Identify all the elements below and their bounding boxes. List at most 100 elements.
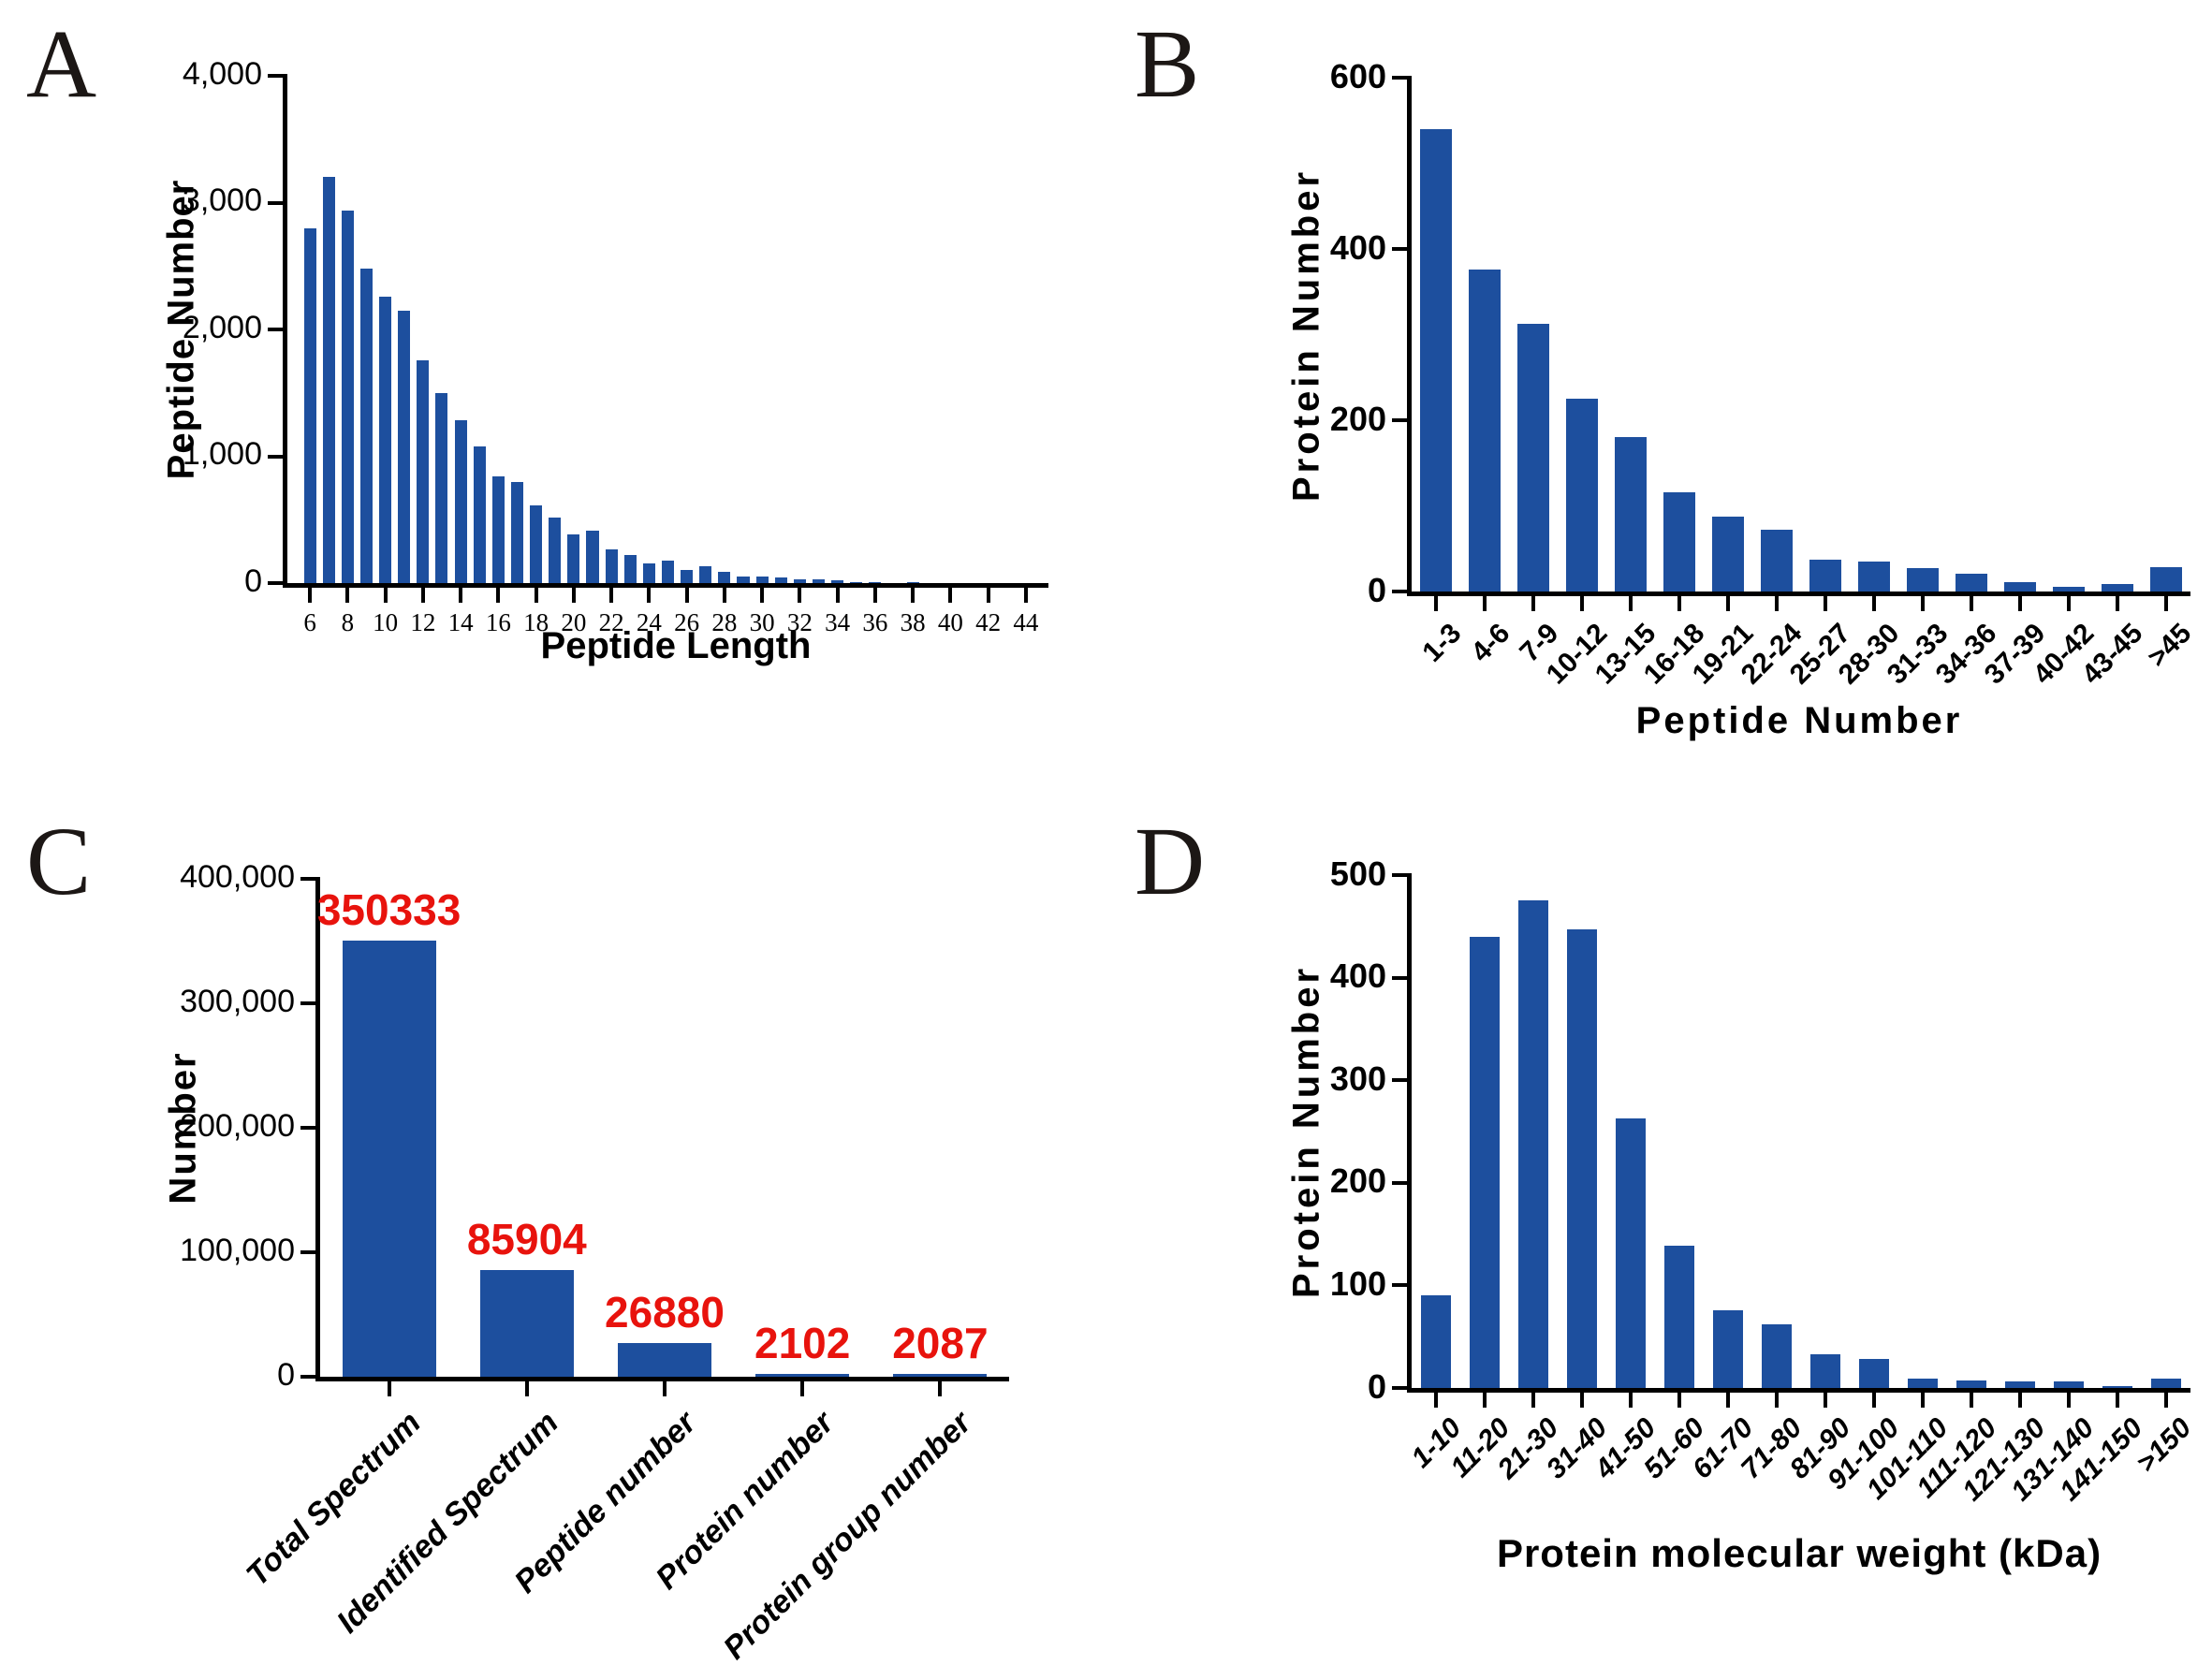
y-tick [1392,1078,1407,1083]
x-tick [798,588,802,603]
x-tick [1726,1393,1730,1408]
y-tick-label: 4,000 [182,55,262,92]
x-tick-label: 16 [485,608,511,636]
bar [1809,560,1842,592]
x-tick [1629,1393,1633,1408]
x-tick [2018,596,2022,611]
y-tick-label: 0 [1367,570,1386,609]
x-axis [1407,592,2190,596]
x-tick [2164,1393,2168,1408]
bar [2053,1381,2085,1388]
bar [893,1374,988,1377]
y-tick-label: 1,000 [182,436,262,473]
x-tick-label: 18 [523,608,549,636]
y-tick [1392,590,1407,593]
bar [1858,1359,1890,1388]
bar [831,580,844,583]
bar [491,475,505,583]
y-axis [1407,76,1412,596]
x-tick-label: 40 [937,608,963,636]
x-tick [1677,596,1681,611]
x-axis [1407,1388,2190,1393]
bar [1809,1353,1841,1388]
bar [1761,1324,1793,1388]
bar [1565,399,1599,592]
x-tick [1434,1393,1438,1408]
bar [510,482,523,583]
bar [2101,583,2134,592]
bar [341,210,354,583]
bar [617,1343,712,1377]
bar [549,518,562,583]
x-tick-label: 20 [561,608,587,636]
bar [454,419,467,583]
panel-letter-c: C [26,808,92,915]
bar [359,268,373,583]
bar [1955,573,1988,592]
y-axis [283,74,287,588]
bar [699,565,712,583]
x-tick [872,588,877,603]
x-tick [345,588,350,603]
x-tick-label: 8 [341,608,355,636]
x-tick-label: 44 [1013,608,1039,636]
y-tick [1392,418,1407,422]
x-tick [1970,596,1973,611]
bar-value-label: 350333 [316,885,461,935]
y-tick [268,328,283,331]
y-tick-label: 3,000 [182,183,262,219]
bar [774,577,787,583]
y-tick [1392,1180,1407,1185]
x-tick [1580,596,1584,611]
x-tick [1775,596,1779,611]
y-tick [268,581,283,585]
y-axis-title: Peptide Number [160,179,202,480]
x-tick [534,588,538,603]
x-tick [948,588,953,603]
bar [1712,1309,1744,1388]
y-tick [1392,76,1407,80]
x-tick [2116,596,2119,611]
x-tick [1775,1393,1779,1408]
y-tick-label: 400,000 [180,858,295,895]
x-tick [308,588,313,603]
bar [322,177,335,583]
y-tick-label: 600 [1329,56,1386,95]
x-tick-label: 14 [447,608,474,636]
bar [2150,1379,2182,1388]
bar [642,562,655,583]
bar [812,579,826,583]
x-tick-label: 38 [900,608,926,636]
x-tick [1824,596,1827,611]
x-tick [2116,1393,2119,1408]
x-tick [1824,1393,1827,1408]
x-tick-label: Total Spectrum [239,1405,428,1593]
x-tick [2018,1393,2022,1408]
bar [1614,437,1648,592]
bar [530,505,543,583]
bar [869,582,882,583]
x-tick [684,588,689,603]
y-axis [1407,873,1412,1393]
x-axis-title: Peptide Number [1635,700,1963,741]
x-tick [647,588,652,603]
y-tick [300,1001,315,1005]
y-tick-label: 0 [277,1356,295,1393]
x-tick [1023,588,1028,603]
x-axis-title: Protein molecular weight (kDa) [1496,1531,2102,1575]
panel-letter-b: B [1135,10,1200,118]
bar [2003,581,2037,592]
bar [2004,1381,2036,1388]
x-tick [1531,596,1535,611]
bar [718,572,731,583]
x-tick [911,588,916,603]
x-tick [524,1381,529,1396]
x-tick [800,1381,805,1396]
bar [1469,936,1501,1388]
bar [2149,567,2183,592]
x-tick [1726,596,1730,611]
y-tick [268,200,283,205]
bar [473,445,486,583]
y-tick [300,1126,315,1130]
bar [435,392,448,583]
